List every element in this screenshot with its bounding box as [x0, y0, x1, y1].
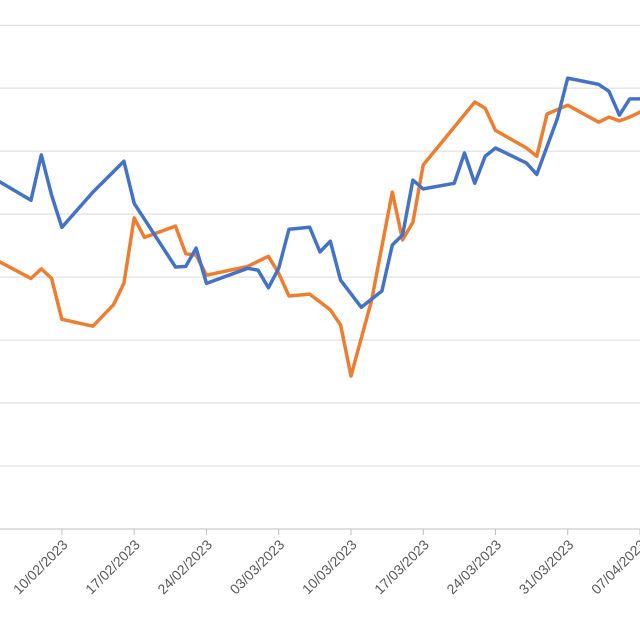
x-tick-label: 10/03/2023: [299, 536, 360, 597]
x-tick-label: 17/03/2023: [371, 536, 432, 597]
x-tick-label: 17/02/2023: [82, 536, 143, 597]
series-line: [0, 100, 640, 378]
series-line: [0, 76, 640, 310]
x-tick-label: 31/03/2023: [516, 536, 577, 597]
x-tick-label: 24/02/2023: [154, 536, 215, 597]
x-tick-label: 07/04/2023: [588, 536, 640, 597]
x-tick-label: 10/02/2023: [10, 536, 71, 597]
x-tick-label: 24/03/2023: [443, 536, 504, 597]
x-tick-label: 03/03/2023: [227, 536, 288, 597]
